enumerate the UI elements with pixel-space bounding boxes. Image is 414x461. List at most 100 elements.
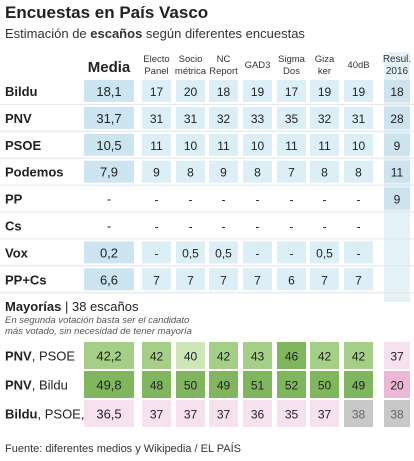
coalition-poll-cell xyxy=(243,400,272,427)
poll-value: - xyxy=(357,193,361,207)
poll-value: - xyxy=(189,193,193,207)
coalition-media-value: 49,8 xyxy=(96,378,121,393)
poll-cell xyxy=(176,160,205,183)
coalition-poll-cell xyxy=(209,400,238,427)
result-cell xyxy=(384,187,410,210)
coalition-poll-value: 35 xyxy=(285,408,299,422)
poll-cell xyxy=(209,160,238,183)
poll-value: 10 xyxy=(184,139,198,153)
poll-cell xyxy=(142,106,171,129)
coalition-poll-value: 50 xyxy=(184,379,198,393)
coalition-media-value: 42,2 xyxy=(96,349,121,364)
source-footer: Fuente: diferentes medios y Wikipedia / … xyxy=(5,443,242,455)
coalition-poll-cell xyxy=(243,371,272,398)
coalition-poll-cell xyxy=(344,400,373,427)
result-value: 9 xyxy=(394,193,401,207)
poll-cell xyxy=(344,241,373,264)
poll-value: - xyxy=(189,220,193,234)
media-value: 18,1 xyxy=(96,84,121,99)
poll-cell xyxy=(142,160,171,183)
coalition-poll-value: 36 xyxy=(251,408,265,422)
subtitle-post: según diferentes encuestas xyxy=(142,26,305,41)
coalition-poll-value: 40 xyxy=(184,350,198,364)
poll-value: 7 xyxy=(153,273,160,287)
poll-value: 7 xyxy=(288,166,295,180)
media-value: 6,6 xyxy=(100,272,118,287)
poll-cell xyxy=(209,268,238,291)
coalition-poll-value: 48 xyxy=(150,379,164,393)
poll-value: 9 xyxy=(220,166,227,180)
majorities-heading: Mayorías | 38 escaños xyxy=(5,299,139,314)
poll-cell xyxy=(344,106,373,129)
coalition-poll-cell xyxy=(209,342,238,369)
coalition-poll-value: 50 xyxy=(318,379,332,393)
coalition-lead: Bildu xyxy=(5,407,38,422)
poll-cell xyxy=(176,241,205,264)
poll-value: 8 xyxy=(355,166,362,180)
poll-value: 11 xyxy=(217,139,230,153)
coalition-lead: PNV xyxy=(5,378,32,393)
poll-cell xyxy=(310,241,339,264)
poll-cell xyxy=(243,106,272,129)
poll-value: - xyxy=(357,220,361,234)
poll-cell xyxy=(176,268,205,291)
coalition-result-cell xyxy=(384,371,410,398)
poll-cell xyxy=(243,241,272,264)
poll-value: - xyxy=(222,193,226,207)
coalition-poll-value: 43 xyxy=(251,350,265,364)
poll-value: 7 xyxy=(355,273,362,287)
coalition-poll-value: 37 xyxy=(318,408,332,422)
poll-cell xyxy=(209,80,238,102)
poll-value: 11 xyxy=(318,139,331,153)
coalition-poll-value: 37 xyxy=(150,408,164,422)
poll-value: 19 xyxy=(251,85,265,99)
poll-cell xyxy=(344,133,373,156)
poll-value: - xyxy=(256,246,260,260)
poll-cell xyxy=(176,133,205,156)
header-poll: Report xyxy=(209,66,238,77)
poll-value: - xyxy=(357,246,361,260)
coalition-rest: , PSOE xyxy=(32,349,76,364)
media-cell xyxy=(84,160,134,183)
header-media: Media xyxy=(88,59,131,76)
header-poll: Giza xyxy=(315,54,335,65)
coalition-poll-cell xyxy=(310,400,339,427)
coalition-poll-cell xyxy=(344,342,373,369)
poll-value: 7 xyxy=(254,273,261,287)
majorities-seats: | 38 escaños xyxy=(61,299,139,314)
result-value: 28 xyxy=(390,112,404,126)
subtitle-bold: escaños xyxy=(90,26,143,41)
majorities-note: En segunda votación basta ser el candida… xyxy=(5,315,189,326)
poll-cell xyxy=(310,160,339,183)
poll-value: 31 xyxy=(150,112,164,126)
poll-value: 20 xyxy=(184,85,198,99)
coalition-poll-value: 38 xyxy=(352,408,366,422)
poll-value: 0,5 xyxy=(182,246,199,260)
header-poll: métrica xyxy=(175,66,207,77)
header-poll: Socio xyxy=(179,54,203,65)
poll-value: 11 xyxy=(150,139,163,153)
coalition-poll-cell xyxy=(142,342,171,369)
header-poll: Panel xyxy=(144,66,168,77)
coalition-poll-value: 49 xyxy=(217,379,231,393)
poll-cell xyxy=(310,133,339,156)
poll-value: 0,5 xyxy=(316,246,333,260)
poll-value: - xyxy=(222,220,226,234)
party-label: Bildu xyxy=(5,84,38,99)
poll-cell xyxy=(142,133,171,156)
header-result: Resul. xyxy=(383,54,411,65)
poll-value: 7 xyxy=(321,273,328,287)
header-poll: ker xyxy=(318,66,331,77)
coalition-poll-cell xyxy=(277,342,306,369)
result-cell xyxy=(384,80,410,102)
coalition-poll-cell xyxy=(176,371,205,398)
coalition-result-value: 37 xyxy=(390,350,404,364)
media-cell xyxy=(84,80,134,102)
poll-value: 17 xyxy=(150,85,164,99)
poll-value: - xyxy=(155,246,159,260)
coalition-poll-value: 42 xyxy=(150,350,164,364)
coalition-poll-cell xyxy=(243,342,272,369)
header-poll: NC xyxy=(217,54,231,65)
poll-cell xyxy=(344,160,373,183)
